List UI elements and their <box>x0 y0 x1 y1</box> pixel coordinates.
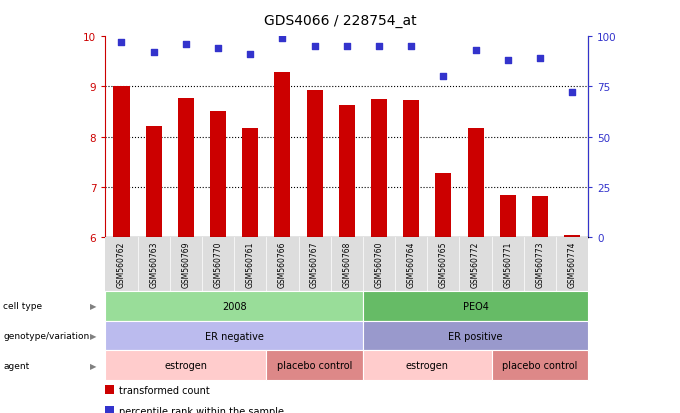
Text: GSM560763: GSM560763 <box>149 241 158 287</box>
Bar <box>371 99 387 237</box>
Text: ▶: ▶ <box>90 301 97 311</box>
Point <box>245 52 256 59</box>
Bar <box>210 111 226 237</box>
Point <box>309 44 320 50</box>
Text: GSM560774: GSM560774 <box>568 241 577 287</box>
Bar <box>178 98 194 237</box>
Text: 2008: 2008 <box>222 301 246 311</box>
Text: GSM560766: GSM560766 <box>278 241 287 287</box>
Point <box>341 44 352 50</box>
Point <box>373 44 384 50</box>
Text: GSM560767: GSM560767 <box>310 241 319 287</box>
Text: GSM560769: GSM560769 <box>182 241 190 287</box>
Text: ▶: ▶ <box>90 331 97 340</box>
Bar <box>146 126 162 237</box>
Text: GSM560773: GSM560773 <box>535 241 545 287</box>
Point <box>534 56 545 62</box>
Bar <box>435 173 452 237</box>
Text: ▶: ▶ <box>90 361 97 370</box>
Text: GSM560762: GSM560762 <box>117 241 126 287</box>
Point <box>503 58 513 64</box>
Bar <box>500 195 515 237</box>
Bar <box>274 73 290 237</box>
Point <box>470 48 481 55</box>
Text: GSM560772: GSM560772 <box>471 241 480 287</box>
Bar <box>339 105 355 237</box>
Text: PEO4: PEO4 <box>462 301 488 311</box>
Bar <box>242 128 258 237</box>
Text: GSM560771: GSM560771 <box>503 241 512 287</box>
Text: ER negative: ER negative <box>205 331 264 341</box>
Point <box>406 44 417 50</box>
Text: agent: agent <box>3 361 30 370</box>
Point <box>180 42 191 48</box>
Bar <box>403 101 419 237</box>
Text: GDS4066 / 228754_at: GDS4066 / 228754_at <box>264 14 416 28</box>
Bar <box>307 91 322 237</box>
Point <box>116 40 127 47</box>
Point <box>213 46 224 52</box>
Bar <box>532 197 548 237</box>
Text: GSM560768: GSM560768 <box>342 241 352 287</box>
Text: GSM560765: GSM560765 <box>439 241 448 287</box>
Text: estrogen: estrogen <box>165 361 207 370</box>
Point <box>277 36 288 43</box>
Text: GSM560770: GSM560770 <box>214 241 222 287</box>
Bar <box>114 87 130 237</box>
Bar <box>564 235 580 237</box>
Text: genotype/variation: genotype/variation <box>3 331 90 340</box>
Text: cell type: cell type <box>3 301 43 311</box>
Bar <box>468 128 483 237</box>
Text: GSM560760: GSM560760 <box>375 241 384 287</box>
Text: GSM560761: GSM560761 <box>245 241 255 287</box>
Point <box>148 50 159 57</box>
Point <box>566 90 577 97</box>
Text: transformed count: transformed count <box>119 385 209 395</box>
Text: GSM560764: GSM560764 <box>407 241 415 287</box>
Text: estrogen: estrogen <box>406 361 449 370</box>
Text: ER positive: ER positive <box>448 331 503 341</box>
Text: percentile rank within the sample: percentile rank within the sample <box>119 406 284 413</box>
Point <box>438 74 449 81</box>
Text: placebo control: placebo control <box>277 361 352 370</box>
Text: placebo control: placebo control <box>503 361 577 370</box>
